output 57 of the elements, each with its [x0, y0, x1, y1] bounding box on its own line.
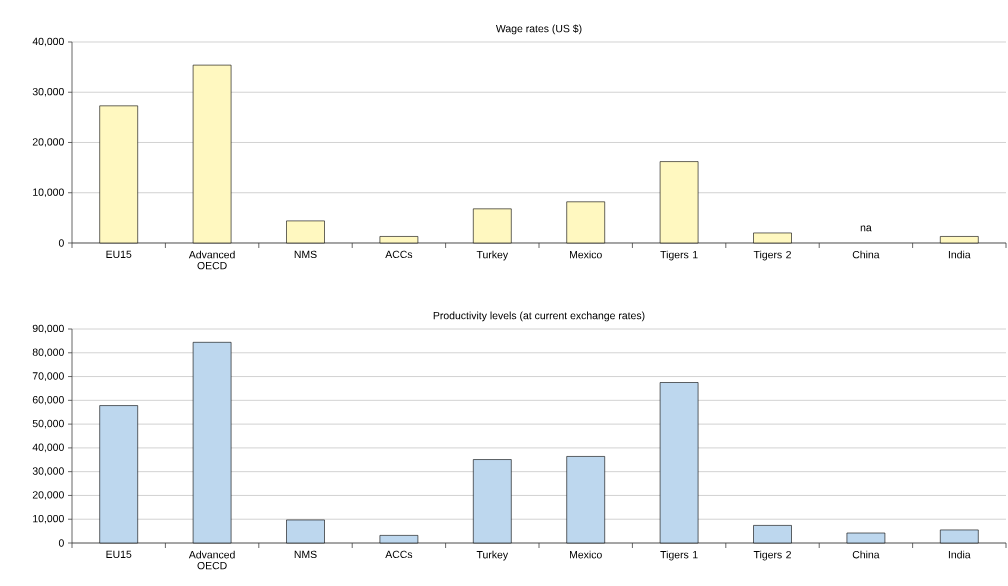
bar: [286, 220, 325, 244]
y-tick-label: 90,000: [32, 324, 64, 334]
y-tick-label: 40,000: [32, 443, 64, 453]
x-tick-label: Turkey: [476, 550, 509, 561]
y-tick-label: 50,000: [32, 419, 64, 429]
text: na: [860, 225, 872, 232]
y-tick-label: 80,000: [32, 348, 64, 358]
bar: [566, 456, 606, 544]
bar: [99, 105, 138, 244]
bar: [659, 161, 699, 244]
chart-title: Wage rates (US $): [495, 24, 582, 35]
x-tick-label: NMS: [294, 550, 317, 559]
y-tick-label: 60,000: [32, 396, 64, 405]
x-tick-label: NMS: [294, 250, 317, 259]
bar: [473, 459, 512, 544]
x-tick-label: Mexico: [570, 250, 602, 259]
bar: [940, 236, 979, 244]
bar: [659, 382, 699, 544]
x-tick-label: EU15: [106, 550, 132, 558]
bar: [473, 208, 512, 244]
x-tick-label: Turkey: [476, 250, 509, 261]
bar: [192, 64, 232, 244]
y-tick-label: 10,000: [33, 514, 64, 524]
x-tick-label: Advanced OECD: [188, 550, 235, 570]
x-tick-label: Advanced OECD: [188, 250, 235, 270]
chart-title: Productivity levels (at current exchange rates): [433, 311, 645, 322]
y-tick-label: 10,000: [33, 188, 64, 198]
x-tick-label: Tigers 1: [660, 550, 698, 561]
bar: [99, 405, 138, 544]
bar: [846, 532, 886, 544]
y-tick-label: 40,000: [32, 37, 64, 47]
bar: [940, 529, 979, 544]
bar: [753, 232, 792, 244]
x-tick-label: Mexico: [570, 550, 602, 559]
y-tick-label: 30,000: [32, 87, 64, 97]
y-tick-label: 70,000: [32, 372, 64, 381]
y-tick-label: 20,000: [32, 491, 64, 500]
bar: [566, 201, 606, 244]
x-tick-label: India: [948, 250, 971, 259]
x-tick-label: Tigers 2: [753, 550, 791, 561]
bar: [286, 519, 325, 544]
y-tick-label: 0: [58, 239, 64, 247]
y-tick-label: 0: [58, 539, 64, 547]
x-tick-label: ACCs: [385, 550, 413, 559]
x-tick-label: China: [852, 250, 880, 259]
x-tick-label: India: [948, 550, 971, 559]
bar: [192, 342, 232, 544]
y-tick-label: 30,000: [32, 467, 64, 476]
bar: [379, 535, 419, 544]
x-tick-label: ACCs: [385, 250, 413, 259]
x-tick-label: Tigers 2: [753, 250, 791, 261]
bar: [753, 525, 792, 544]
x-tick-label: Tigers 1: [660, 250, 698, 261]
bar: [379, 236, 419, 244]
y-tick-label: 20,000: [32, 138, 64, 147]
x-tick-label: EU15: [106, 250, 132, 258]
x-tick-label: China: [852, 550, 880, 559]
